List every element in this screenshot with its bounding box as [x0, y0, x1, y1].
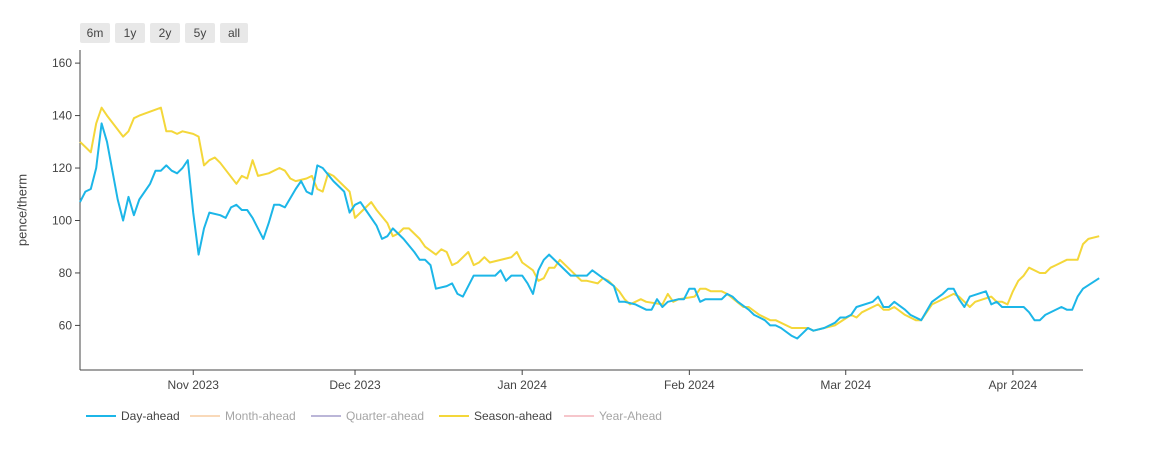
x-tick-label: Mar 2024: [820, 378, 871, 392]
legend-swatch: [190, 415, 220, 417]
axes: 60 80 100 120 140 160 Nov 2023 Dec 2023 Jan 2024…: [52, 50, 1083, 392]
range-button-2y[interactable]: 2y: [150, 23, 180, 43]
range-button-1y[interactable]: 1y: [115, 23, 145, 43]
x-tick-label: Dec 2023: [329, 378, 381, 392]
legend-item-year-ahead[interactable]: Year-Ahead: [564, 406, 662, 426]
legend-swatch: [86, 415, 116, 417]
legend-item-quarter-ahead[interactable]: Quarter-ahead: [311, 406, 424, 426]
legend-item-season-ahead[interactable]: Season-ahead: [439, 406, 552, 426]
legend-item-day-ahead[interactable]: Day-ahead: [86, 406, 180, 426]
series-line-season-ahead: [79, 106, 1100, 332]
y-tick-label: 80: [59, 266, 73, 280]
y-tick-label: 100: [52, 213, 72, 227]
range-button-5y[interactable]: 5y: [185, 23, 215, 43]
y-tick-label: 60: [59, 318, 73, 332]
legend-item-month-ahead[interactable]: Month-ahead: [190, 406, 296, 426]
legend-label: Day-ahead: [121, 409, 180, 423]
legend-swatch: [439, 415, 469, 417]
series-line-day-ahead: [79, 122, 1100, 340]
legend-label: Year-Ahead: [599, 409, 662, 423]
y-tick-label: 120: [52, 161, 72, 175]
legend-swatch: [564, 415, 594, 417]
y-tick-label: 160: [52, 56, 72, 70]
y-axis-label: pence/therm: [14, 173, 30, 247]
x-tick-label: Nov 2023: [168, 378, 220, 392]
x-tick-label: Feb 2024: [664, 378, 715, 392]
range-button-all[interactable]: all: [220, 23, 248, 43]
y-tick-label: 140: [52, 109, 72, 123]
legend-label: Quarter-ahead: [346, 409, 425, 423]
legend-label: Season-ahead: [474, 409, 553, 423]
legend-label: Month-ahead: [225, 409, 296, 423]
range-button-6m[interactable]: 6m: [80, 23, 110, 43]
x-tick-label: Apr 2024: [989, 378, 1038, 392]
plot-area: [79, 106, 1100, 340]
legend-swatch: [311, 415, 341, 417]
x-tick-label: Jan 2024: [497, 378, 547, 392]
